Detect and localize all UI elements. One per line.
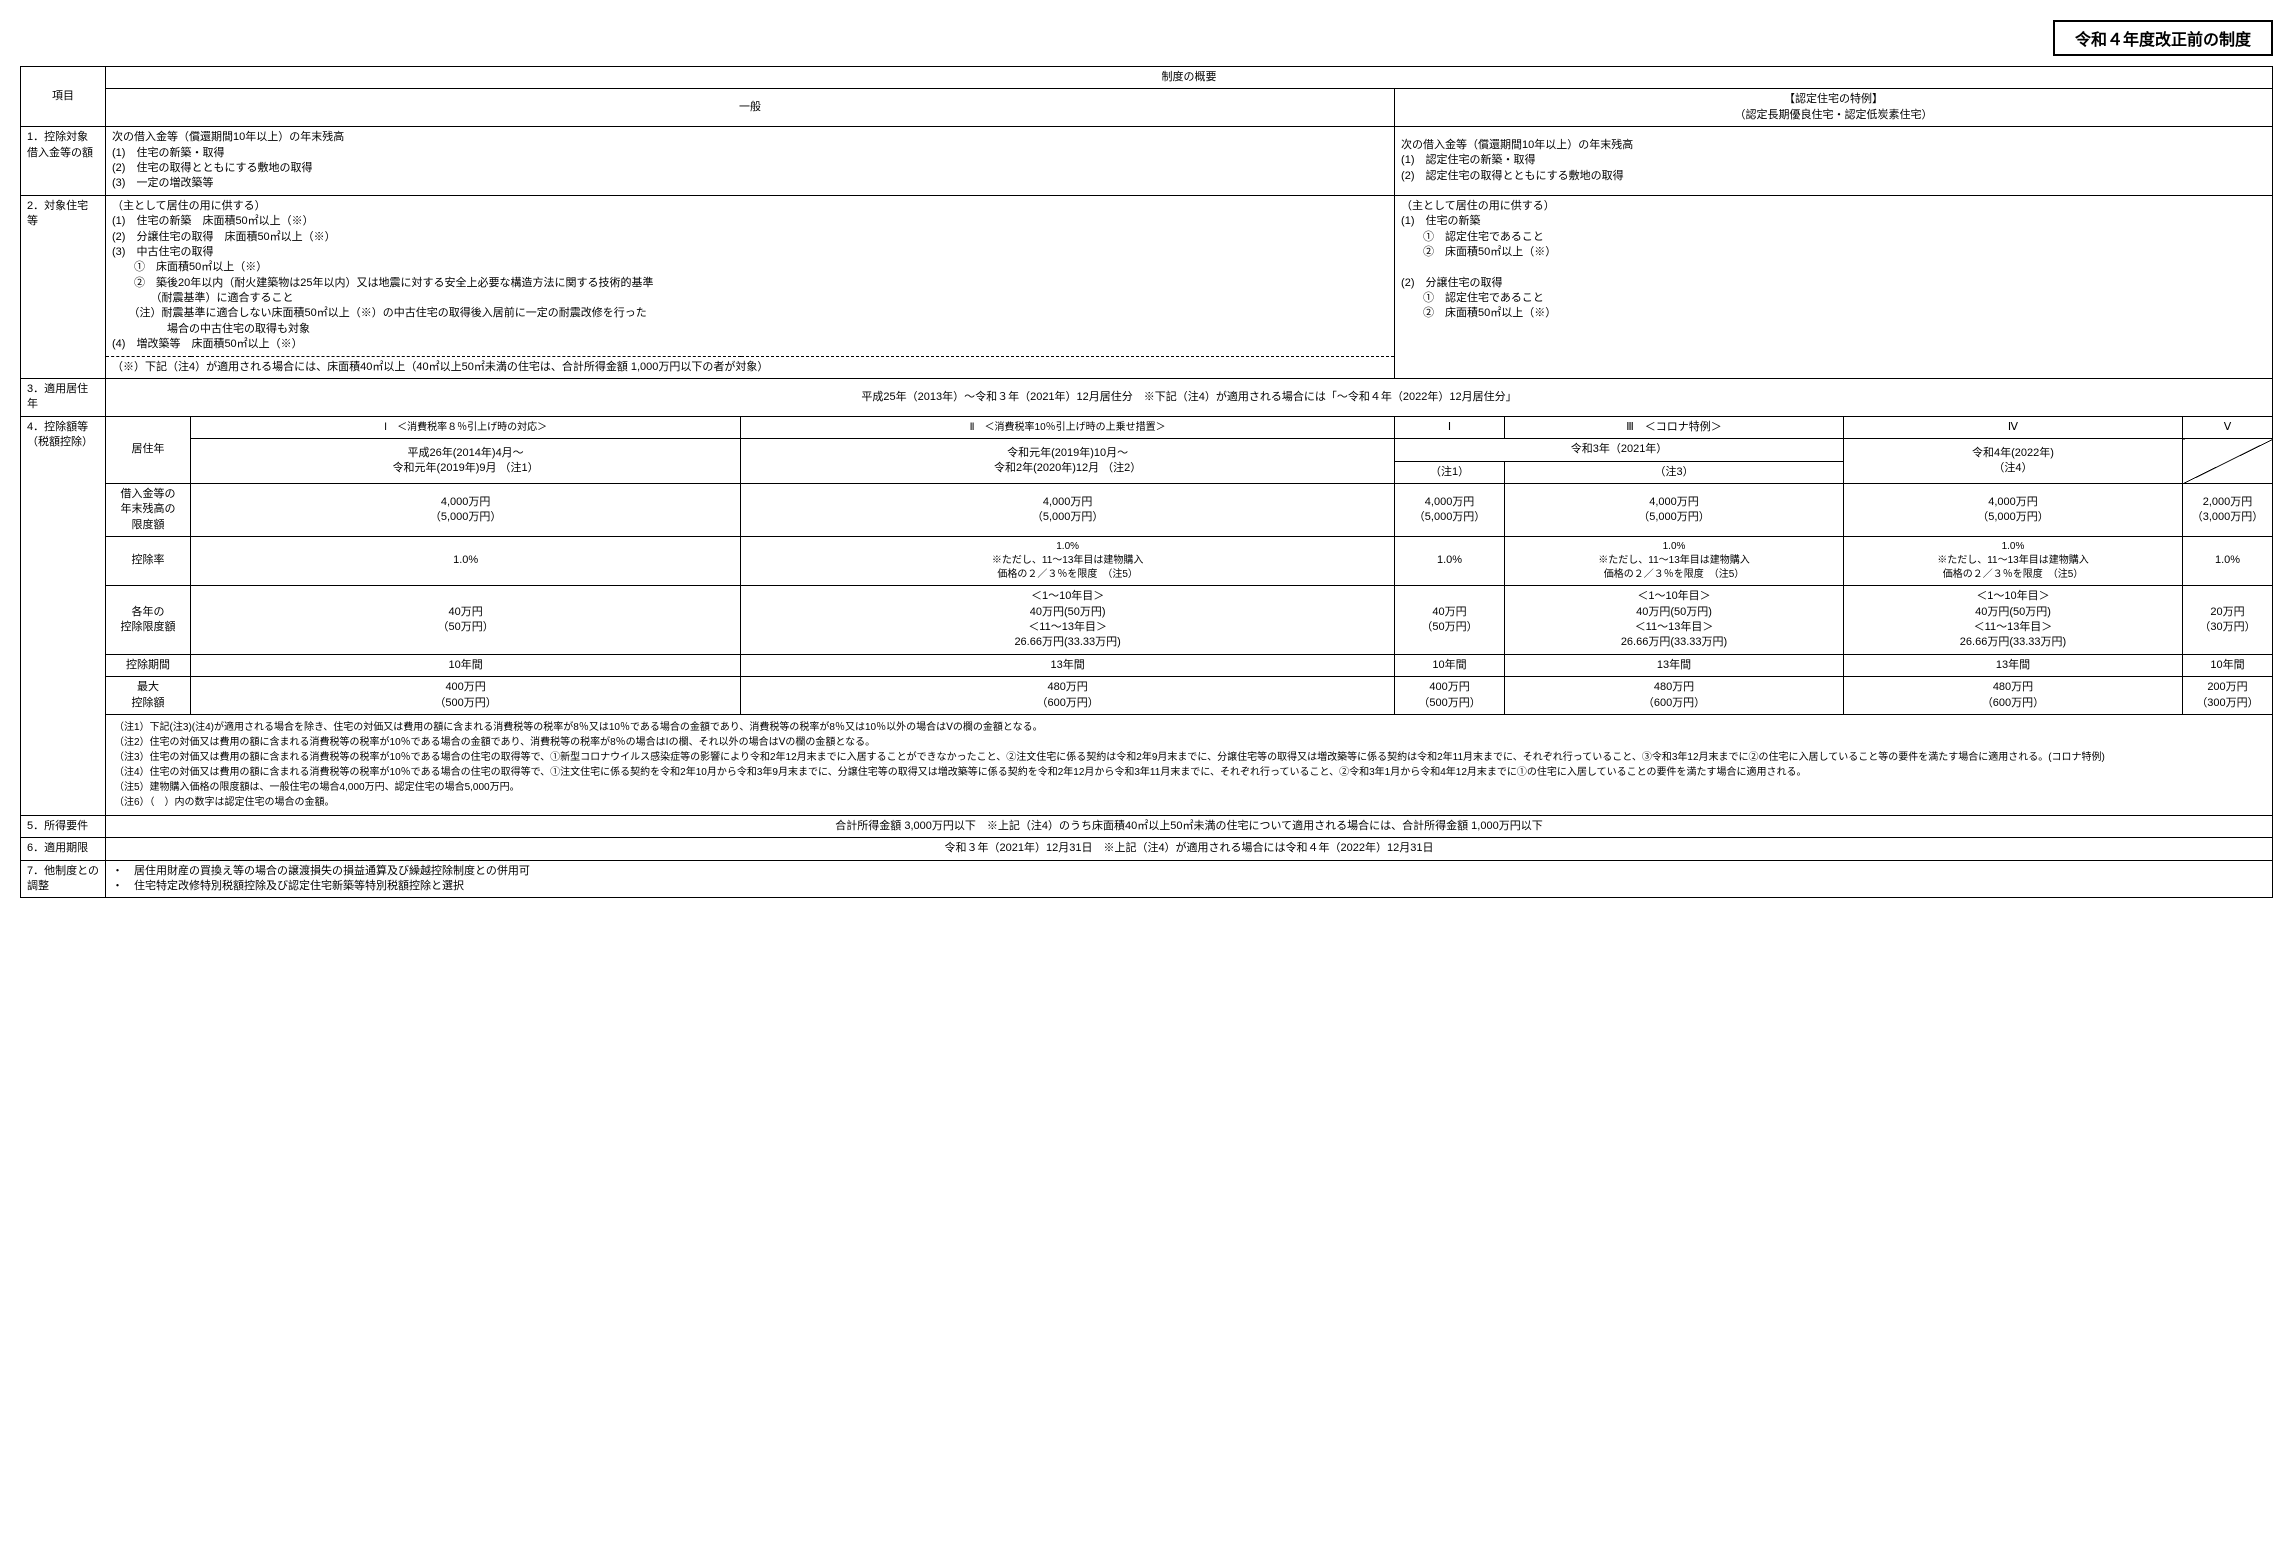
ann-c2: ＜1～10年目＞ 40万円(50万円) ＜11～13年目＞ 26.66万円(33…	[741, 586, 1395, 655]
max-c3: 400万円 （500万円）	[1395, 677, 1505, 715]
row4-label: 4．控除額等（税額控除）	[21, 416, 106, 815]
row1-label: 1．控除対象借入金等の額	[21, 127, 106, 196]
row2-note: （※）下記（注4）が適用される場合には、床面積40㎡以上（40㎡以上50㎡未満の…	[106, 356, 1395, 378]
row6-label: 6．適用期限	[21, 838, 106, 860]
hdr-special-sub: （認定長期優良住宅・認定低炭素住宅）	[1735, 109, 1933, 121]
res-c1: 平成26年(2014年)4月～ 令和元年(2019年)9月 （注1）	[191, 439, 741, 484]
per-c2: 13年間	[741, 654, 1395, 676]
max-c6: 200万円 （300万円）	[2183, 677, 2273, 715]
bal-c1: 4,000万円 （5,000万円）	[191, 483, 741, 536]
rate-c5: 1.0% ※ただし、11～13年目は建物購入 価格の２／３％を限度 （注5）	[1843, 537, 2182, 586]
row5-text: 合計所得金額 3,000万円以下 ※上記（注4）のうち床面積40㎡以上50㎡未満…	[106, 815, 2273, 837]
rate-c1: 1.0%	[191, 537, 741, 586]
hdr-special-main: 【認定住宅の特例】	[1784, 93, 1883, 105]
per-c3: 10年間	[1395, 654, 1505, 676]
row3-text: 平成25年（2013年）～令和３年（2021年）12月居住分 ※下記（注4）が適…	[106, 379, 2273, 417]
bal-c5: 4,000万円 （5,000万円）	[1843, 483, 2182, 536]
row1-special: 次の借入金等（償還期間10年以上）の年末残高 (1) 認定住宅の新築・取得 (2…	[1395, 127, 2273, 196]
row6-text: 令和３年（2021年）12月31日 ※上記（注4）が適用される場合には令和４年（…	[106, 838, 2273, 860]
res-c2: 令和元年(2019年)10月～ 令和2年(2020年)12月 （注2）	[741, 439, 1395, 484]
rate-label: 控除率	[106, 537, 191, 586]
col-h5: Ⅳ	[1843, 416, 2182, 438]
max-c1: 400万円 （500万円）	[191, 677, 741, 715]
bal-c4: 4,000万円 （5,000万円）	[1505, 483, 1844, 536]
ann-c4: ＜1～10年目＞ 40万円(50万円) ＜11～13年目＞ 26.66万円(33…	[1505, 586, 1844, 655]
row7-label: 7．他制度との調整	[21, 860, 106, 898]
per-c4: 13年間	[1505, 654, 1844, 676]
hdr-special: 【認定住宅の特例】 （認定長期優良住宅・認定低炭素住宅）	[1395, 89, 2273, 127]
col-h2: Ⅱ ＜消費税率10％引上げ時の上乗せ措置＞	[741, 416, 1395, 438]
res-c3m: 令和3年（2021年）	[1395, 439, 1844, 461]
bal-c6: 2,000万円 （3,000万円）	[2183, 483, 2273, 536]
bal-c3: 4,000万円 （5,000万円）	[1395, 483, 1505, 536]
row5-label: 5．所得要件	[21, 815, 106, 837]
period-label: 控除期間	[106, 654, 191, 676]
rate-c4: 1.0% ※ただし、11～13年目は建物購入 価格の２／３％を限度 （注5）	[1505, 537, 1844, 586]
ann-c5: ＜1～10年目＞ 40万円(50万円) ＜11～13年目＞ 26.66万円(33…	[1843, 586, 2182, 655]
residence-label: 居住年	[106, 416, 191, 483]
title-box: 令和４年度改正前の制度	[2053, 20, 2273, 56]
col-h3: Ⅰ	[1395, 416, 1505, 438]
row4-notes: （注1）下記(注3)(注4)が適用される場合を除き、住宅の対価又は費用の額に含ま…	[106, 714, 2273, 815]
rate-c3: 1.0%	[1395, 537, 1505, 586]
row2-general: （主として居住の用に供する） (1) 住宅の新築 床面積50㎡以上（※） (2)…	[106, 195, 1395, 356]
res-c5: 令和4年(2022年) （注4）	[1843, 439, 2182, 484]
res-c6-diag	[2183, 439, 2273, 484]
row2-label: 2．対象住宅等	[21, 195, 106, 378]
ann-c1: 40万円 （50万円）	[191, 586, 741, 655]
per-c5: 13年間	[1843, 654, 2182, 676]
hdr-item: 項目	[21, 67, 106, 127]
row7-text: ・ 居住用財産の買換え等の場合の譲渡損失の損益通算及び繰越控除制度との併用可 ・…	[106, 860, 2273, 898]
max-c4: 480万円 （600万円）	[1505, 677, 1844, 715]
row1-general: 次の借入金等（償還期間10年以上）の年末残高 (1) 住宅の新築・取得 (2) …	[106, 127, 1395, 196]
max-c5: 480万円 （600万円）	[1843, 677, 2182, 715]
res-c3s: （注1）	[1395, 461, 1505, 483]
col-h4: Ⅲ ＜コロナ特例＞	[1505, 416, 1844, 438]
row3-label: 3．適用居住年	[21, 379, 106, 417]
ann-c3: 40万円 （50万円）	[1395, 586, 1505, 655]
col-h1: Ⅰ ＜消費税率８％引上げ時の対応＞	[191, 416, 741, 438]
balance-label: 借入金等の 年末残高の 限度額	[106, 483, 191, 536]
row2-special: （主として居住の用に供する） (1) 住宅の新築 ① 認定住宅であること ② 床…	[1395, 195, 2273, 378]
max-c2: 480万円 （600万円）	[741, 677, 1395, 715]
hdr-overview: 制度の概要	[106, 67, 2273, 89]
rate-c2: 1.0% ※ただし、11～13年目は建物購入 価格の２／３％を限度 （注5）	[741, 537, 1395, 586]
hdr-general: 一般	[106, 89, 1395, 127]
rate-c6: 1.0%	[2183, 537, 2273, 586]
main-table: 項目 制度の概要 一般 【認定住宅の特例】 （認定長期優良住宅・認定低炭素住宅）…	[20, 66, 2273, 898]
max-label: 最大 控除額	[106, 677, 191, 715]
ann-c6: 20万円 （30万円）	[2183, 586, 2273, 655]
annual-label: 各年の 控除限度額	[106, 586, 191, 655]
res-c4s: （注3）	[1505, 461, 1844, 483]
col-h6: Ⅴ	[2183, 416, 2273, 438]
per-c1: 10年間	[191, 654, 741, 676]
per-c6: 10年間	[2183, 654, 2273, 676]
bal-c2: 4,000万円 （5,000万円）	[741, 483, 1395, 536]
